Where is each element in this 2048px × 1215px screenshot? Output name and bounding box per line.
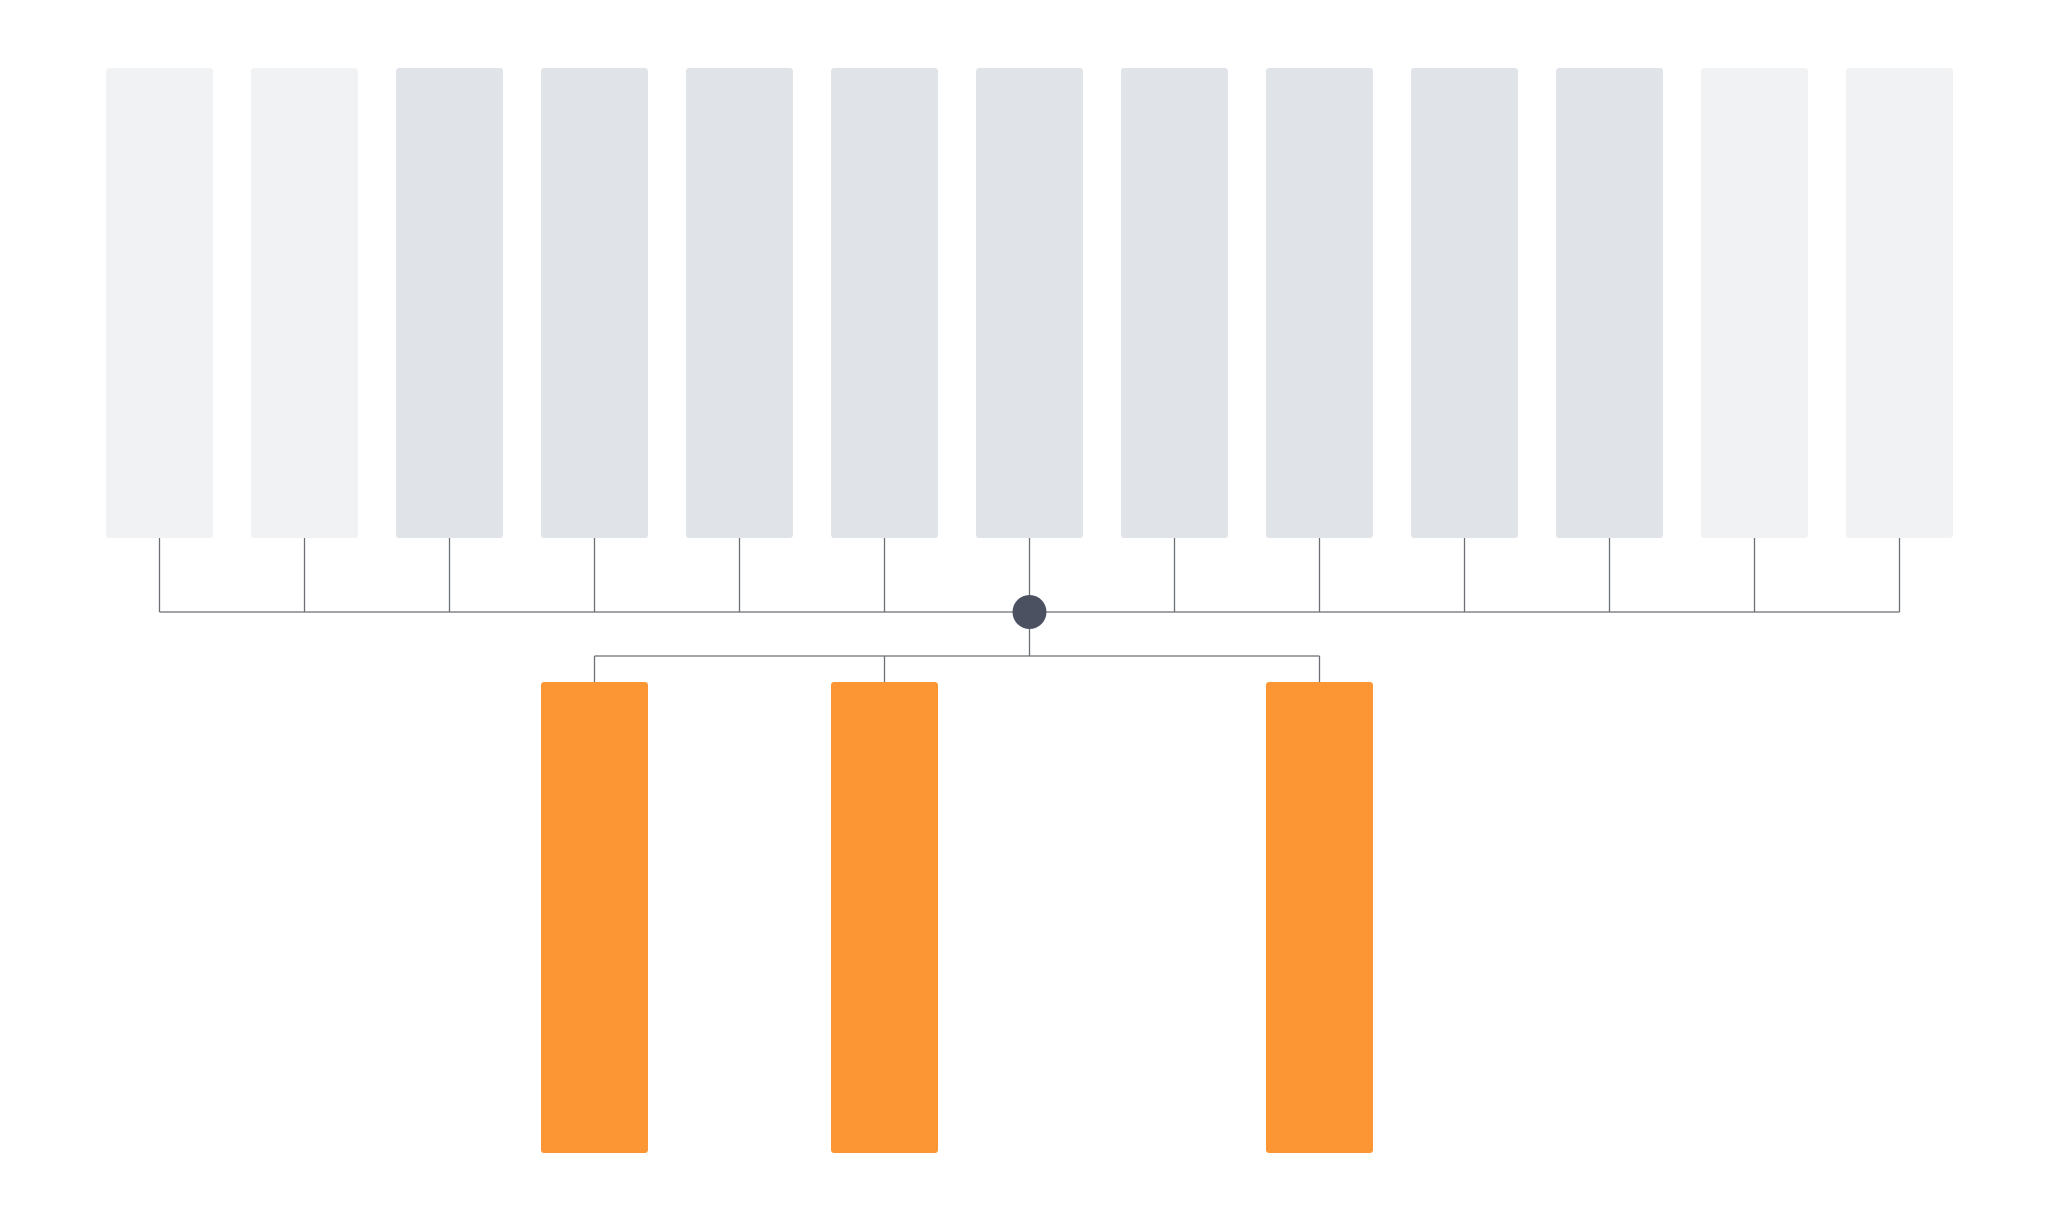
top-node-11 (1556, 68, 1663, 538)
bottom-node-2 (831, 682, 938, 1153)
hub-node (1012, 595, 1047, 629)
top-node-1 (106, 68, 213, 538)
top-node-9 (1266, 68, 1373, 538)
bottom-node-3 (1266, 682, 1373, 1153)
top-node-4 (541, 68, 648, 538)
top-node-8 (1121, 68, 1228, 538)
top-node-6 (831, 68, 938, 538)
top-node-7 (976, 68, 1083, 538)
top-node-13 (1846, 68, 1953, 538)
hub-layer (1012, 595, 1047, 629)
top-node-5 (686, 68, 793, 538)
bottom-node-1 (541, 682, 648, 1153)
top-node-row (106, 68, 1953, 538)
top-node-10 (1411, 68, 1518, 538)
top-node-2 (251, 68, 358, 538)
bottom-node-row (541, 682, 1373, 1153)
top-node-3 (396, 68, 503, 538)
top-node-12 (1701, 68, 1808, 538)
